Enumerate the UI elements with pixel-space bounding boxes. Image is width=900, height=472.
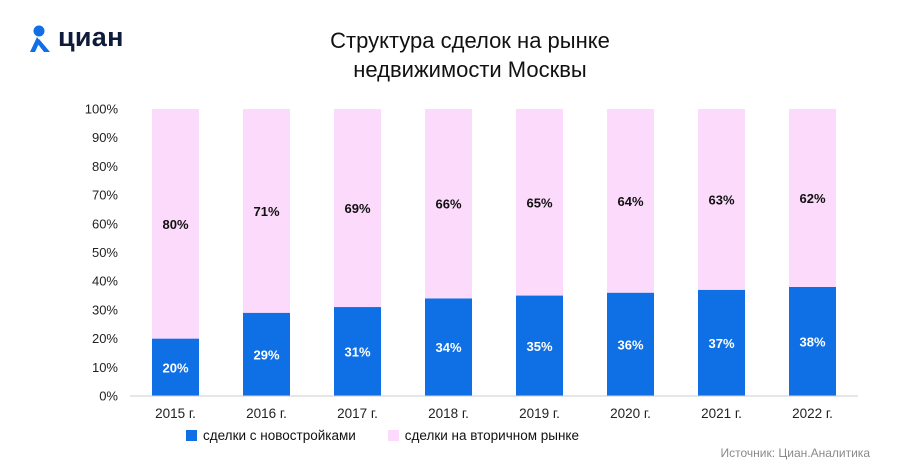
x-tick-label: 2015 г. <box>155 406 196 421</box>
bar-segment-new <box>607 292 654 396</box>
legend-swatch-secondary <box>387 430 399 441</box>
chart-title: Структура сделок на рынке недвижимости М… <box>220 26 720 84</box>
y-tick-label: 0% <box>99 389 118 404</box>
x-tick-label: 2020 г. <box>610 406 651 421</box>
y-tick-label: 60% <box>92 216 118 231</box>
data-label-secondary: 71% <box>253 204 279 219</box>
bar-segment-secondary <box>152 109 199 339</box>
bar-segment-new <box>334 307 381 396</box>
legend-swatch-new <box>186 430 197 441</box>
legend-item-new: сделки с новостройками <box>186 428 356 443</box>
bar-segment-secondary <box>243 109 290 313</box>
y-tick-label: 30% <box>92 302 118 317</box>
x-tick-label: 2018 г. <box>428 406 469 421</box>
logo-text: циан <box>58 22 124 52</box>
bar-segment-secondary <box>516 109 563 296</box>
source-note: Источник: Циан.Аналитика <box>720 446 870 460</box>
data-label-secondary: 66% <box>435 197 461 212</box>
chart-legend: сделки с новостройками сделки на вторичн… <box>186 428 611 443</box>
x-tick-label: 2022 г. <box>792 406 833 421</box>
y-tick-label: 100% <box>85 102 119 117</box>
data-label-new: 36% <box>617 337 643 352</box>
bar-segment-new <box>698 289 745 396</box>
chart-title-line-1: Структура сделок на рынке <box>330 28 610 53</box>
bar-segment-secondary <box>334 109 381 308</box>
y-tick-label: 40% <box>92 274 118 289</box>
legend-label-new: сделки с новостройками <box>203 428 356 443</box>
cian-logo: циан <box>28 22 124 53</box>
legend-label-secondary: сделки на вторичном рынке <box>404 428 579 443</box>
bar-segment-secondary <box>607 109 654 293</box>
y-tick-label: 20% <box>92 331 118 346</box>
location-pin-icon <box>30 25 50 52</box>
bar-segment-new <box>152 338 199 396</box>
data-label-new: 38% <box>799 334 825 349</box>
x-tick-label: 2016 г. <box>246 406 287 421</box>
data-label-secondary: 62% <box>799 191 825 206</box>
bar-segment-secondary <box>425 109 472 299</box>
data-label-new: 37% <box>708 336 734 351</box>
x-tick-label: 2021 г. <box>701 406 742 421</box>
chart-title-line-2: недвижимости Москвы <box>353 57 587 82</box>
y-tick-label: 90% <box>92 130 118 145</box>
bar-segment-new <box>789 286 836 396</box>
bar-segment-secondary <box>789 109 836 287</box>
y-tick-label: 50% <box>92 245 118 260</box>
data-label-new: 29% <box>253 347 279 362</box>
bar-segment-secondary <box>698 109 745 290</box>
y-tick-label: 10% <box>92 360 118 375</box>
data-label-secondary: 80% <box>162 217 188 232</box>
bar-segment-new <box>425 298 472 396</box>
data-label-new: 20% <box>162 360 188 375</box>
data-label-secondary: 65% <box>526 195 552 210</box>
data-label-secondary: 63% <box>708 192 734 207</box>
data-label-new: 35% <box>526 339 552 354</box>
bar-segment-new <box>516 295 563 396</box>
data-label-new: 31% <box>344 345 370 360</box>
x-tick-label: 2017 г. <box>337 406 378 421</box>
bar-segment-new <box>243 312 290 396</box>
data-label-secondary: 64% <box>617 194 643 209</box>
legend-item-secondary: сделки на вторичном рынке <box>387 428 579 443</box>
y-tick-label: 80% <box>92 159 118 174</box>
y-tick-label: 70% <box>92 188 118 203</box>
x-tick-label: 2019 г. <box>519 406 560 421</box>
data-label-secondary: 69% <box>344 201 370 216</box>
data-label-new: 34% <box>435 340 461 355</box>
